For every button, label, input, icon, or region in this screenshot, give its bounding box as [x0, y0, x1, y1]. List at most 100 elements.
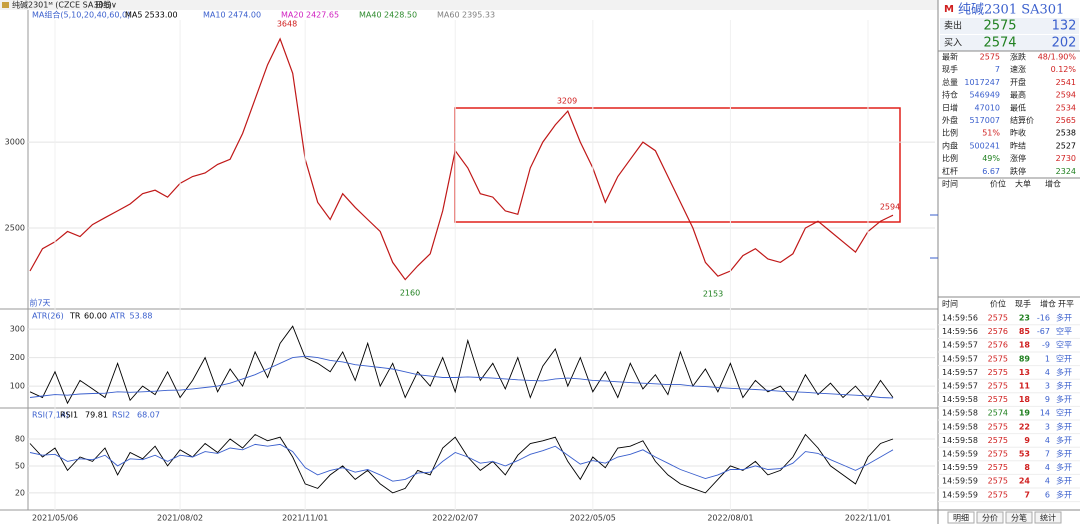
trade-type: 多开: [1056, 462, 1072, 472]
stat-value: 500241: [969, 141, 1000, 150]
indicator: MA组合(5,10,20,40,60,0): [32, 10, 130, 20]
trade-price: 2575: [988, 422, 1008, 431]
stat-label: 日增: [942, 102, 958, 112]
tab[interactable]: [1005, 511, 1033, 524]
trade-volume: 13: [1019, 368, 1030, 377]
stat-label: 最新: [942, 52, 958, 62]
legend-value: 2395.33: [462, 11, 495, 20]
stat-label: 最低: [1010, 102, 1026, 112]
stat-value: 7: [995, 65, 1000, 74]
trade-oi: 3: [1045, 422, 1050, 431]
trade-oi: -67: [1037, 327, 1050, 336]
y-tick-label: 50: [15, 461, 25, 470]
trade-price: 2575: [988, 368, 1008, 377]
legend-value: 68.07: [137, 411, 160, 420]
trade-time: 14:59:59: [942, 463, 978, 472]
trade-time: 14:59:58: [942, 422, 978, 431]
legend-name: MA20: [281, 11, 304, 20]
x-tick-label: 2022/02/07: [432, 514, 478, 523]
stat-label: 开盘: [1010, 77, 1026, 87]
trade-price: 2575: [988, 463, 1008, 472]
tab[interactable]: [947, 511, 975, 524]
x-tick-label: 2022/11/01: [845, 514, 891, 523]
quote-row-bg: [940, 18, 1079, 34]
legend-name: ATR: [110, 312, 126, 321]
top-bar: [0, 0, 938, 10]
stat-label: 涨停: [1010, 153, 1026, 163]
stat-label: 内盘: [942, 140, 958, 150]
annotation: 3209: [557, 97, 577, 106]
stat-value: 48/1.90%: [1038, 53, 1077, 62]
tab[interactable]: [1034, 511, 1062, 524]
legend-name: RSI2: [112, 411, 130, 420]
stat-label: 速涨: [1010, 64, 1026, 74]
trade-type: 多开: [1056, 449, 1072, 459]
trade-time: 14:59:57: [942, 382, 978, 391]
trade-type: 多开: [1056, 435, 1072, 445]
trade-price: 2576: [988, 341, 1008, 350]
period[interactable]: 日线∨: [95, 0, 117, 10]
trade-type: 多开: [1056, 367, 1072, 377]
trade-time: 14:59:56: [942, 314, 978, 323]
quote-row-bg: [940, 35, 1079, 51]
stat-label: 持仓: [942, 90, 958, 100]
quote-label: 买入: [944, 38, 962, 49]
trade-type: 空平: [1056, 326, 1072, 336]
stat-label: 跌停: [1010, 166, 1026, 176]
column-header: 现手: [1015, 299, 1031, 309]
trade-time: 14:59:57: [942, 368, 978, 377]
trade-volume: 89: [1019, 354, 1031, 363]
legend-name: TR: [69, 312, 81, 321]
stat-label: 比例: [942, 153, 958, 163]
stat-value: 2594: [1056, 91, 1076, 100]
tab-label[interactable]: 统计: [1040, 513, 1056, 523]
trade-volume: 18: [1019, 341, 1031, 350]
legend-value: 60.00: [84, 312, 107, 321]
trade-oi: 6: [1045, 490, 1050, 499]
trade-volume: 23: [1019, 314, 1030, 323]
trade-price: 2575: [988, 436, 1008, 445]
legend-name: MA10: [203, 11, 226, 20]
stat-value: 2730: [1056, 154, 1076, 163]
stat-label: 外盘: [942, 115, 958, 125]
tab-label[interactable]: 分笔: [1011, 513, 1027, 523]
indicator: ATR(26): [32, 312, 64, 321]
series-line: [29, 443, 894, 482]
tab[interactable]: [976, 511, 1004, 524]
stat-value: 2534: [1056, 103, 1076, 112]
x-tick-label: 2021/05/06: [32, 514, 78, 523]
trade-time: 14:59:58: [942, 409, 978, 418]
tab-label[interactable]: 明细: [953, 513, 969, 523]
quote-price: 2575: [983, 19, 1016, 34]
column-header: 开平: [1058, 300, 1074, 309]
stat-value: 47010: [975, 103, 1000, 112]
trade-time: 14:59:56: [942, 327, 978, 336]
y-tick-label: 20: [15, 488, 25, 497]
annotation: 2153: [703, 290, 723, 299]
y-tick-label: 100: [10, 382, 25, 391]
trade-oi: 1: [1045, 354, 1050, 363]
trade-price: 2575: [988, 395, 1008, 404]
trade-volume: 85: [1019, 327, 1031, 336]
column-header: 增仓: [1045, 179, 1061, 189]
stat-label: 现手: [942, 64, 958, 74]
stat-value: 1017247: [964, 78, 1000, 87]
trade-type: 多开: [1056, 394, 1072, 404]
trade-type: 多开: [1056, 476, 1072, 486]
column-header: 价位: [990, 179, 1006, 189]
legend-value: 53.88: [130, 312, 153, 321]
legend-value: 2533.00: [145, 11, 178, 20]
trade-volume: 53: [1019, 450, 1030, 459]
trade-type: 多开: [1056, 421, 1072, 431]
annotation: 前7天: [29, 298, 50, 308]
y-tick-label: 2500: [5, 224, 25, 233]
stat-value: 546949: [969, 91, 1000, 100]
column-header: 增仓: [1040, 299, 1056, 309]
trade-volume: 8: [1024, 463, 1030, 472]
stat-value: 2538: [1056, 129, 1076, 138]
tab-label[interactable]: 分价: [982, 514, 998, 523]
y-tick-label: 3000: [5, 138, 25, 147]
y-tick-label: 80: [15, 434, 25, 443]
stat-value: 517007: [969, 116, 1000, 125]
